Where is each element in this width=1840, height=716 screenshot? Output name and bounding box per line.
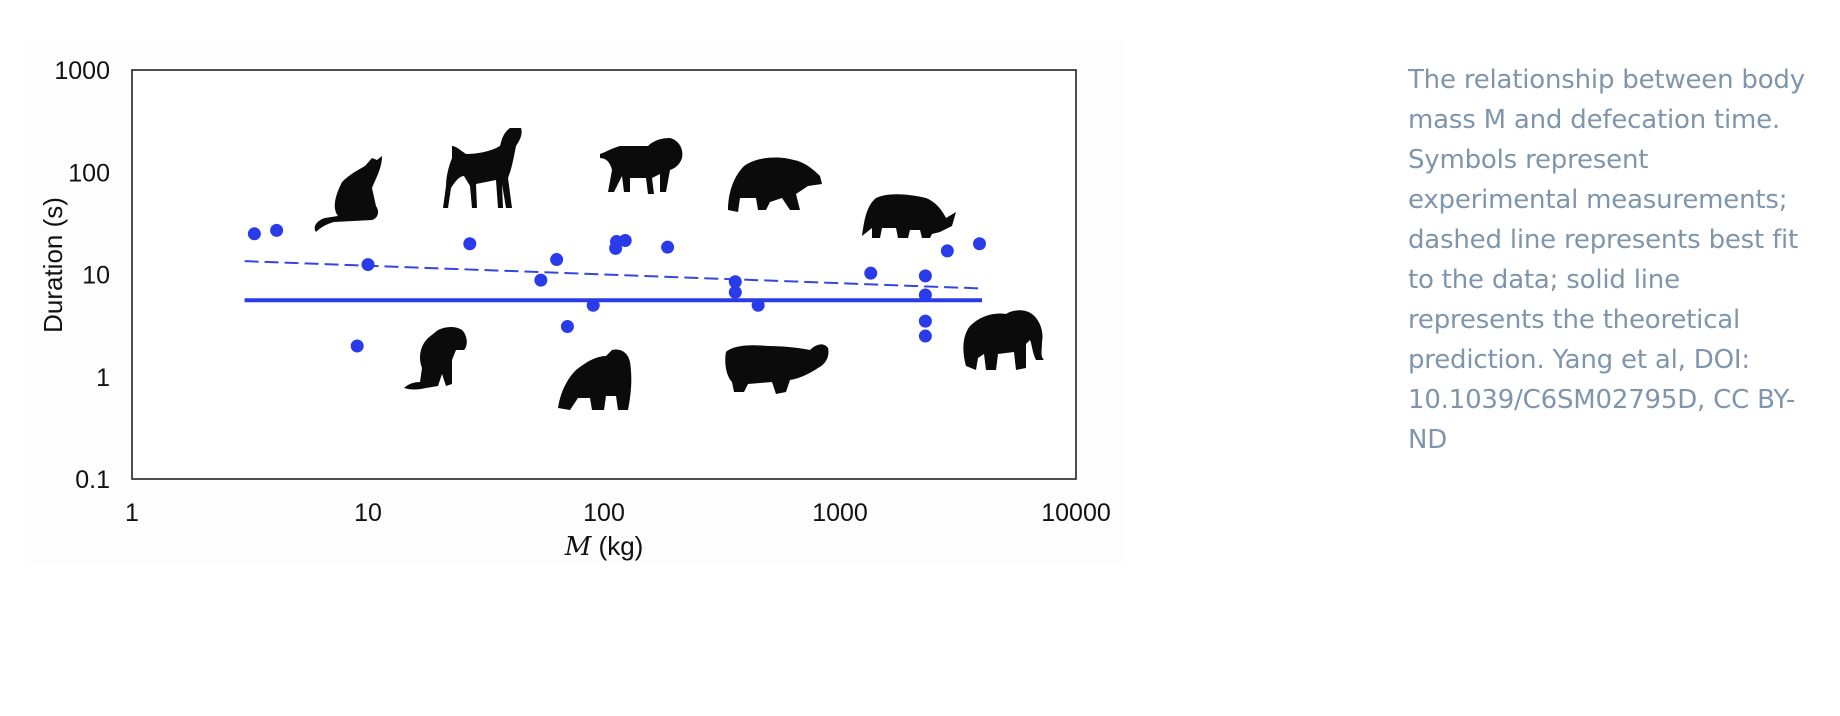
x-axis-label: M (kg) (564, 531, 644, 562)
y-tick-label: 1000 (54, 57, 110, 85)
data-point (918, 329, 932, 343)
data-point (751, 298, 765, 312)
data-point (463, 237, 477, 251)
dog-silhouette-icon (404, 327, 467, 390)
data-points (247, 223, 986, 353)
x-axis-label-symbol: M (564, 532, 593, 562)
x-tick-label: 1 (125, 499, 139, 527)
data-point (247, 227, 261, 241)
gorilla-silhouette-icon (558, 349, 632, 410)
data-point (864, 266, 878, 280)
figure-caption: The relationship between body mass M and… (1408, 65, 1805, 455)
data-point (361, 258, 375, 272)
data-point (586, 298, 600, 312)
rhino-silhouette-icon (862, 194, 956, 238)
data-point (972, 237, 986, 251)
plot-frame (131, 69, 1077, 480)
data-point (534, 273, 548, 287)
y-tick-label: 1 (96, 364, 110, 392)
elephant-silhouette-icon (963, 310, 1044, 370)
data-point (550, 253, 564, 267)
y-tick-label: 0.1 (75, 466, 110, 494)
x-axis-label-unit: (kg) (591, 531, 643, 561)
y-tick-label: 100 (68, 159, 110, 187)
data-point (350, 339, 364, 353)
data-point (618, 234, 632, 248)
data-point (728, 275, 742, 289)
data-point (918, 269, 932, 283)
data-point (661, 240, 675, 254)
data-point (270, 223, 284, 237)
greyhound-silhouette-icon (443, 128, 522, 208)
defecation-time-chart: 1000 100 10 1 0.1 1 10 100 1000 10000 (38, 57, 1111, 562)
data-point (940, 244, 954, 258)
lion-silhouette-icon (600, 138, 683, 194)
y-axis-label: Duration (s) (38, 197, 68, 333)
data-point (918, 288, 932, 302)
cat-silhouette-icon (314, 156, 382, 232)
x-tick-label: 100 (583, 499, 625, 527)
y-tick-label: 10 (82, 262, 110, 290)
animal-silhouettes (314, 128, 1044, 410)
data-point (560, 320, 574, 334)
x-tick-label: 10 (354, 499, 382, 527)
data-point (728, 285, 742, 299)
x-axis-ticks: 1 10 100 1000 10000 (125, 499, 1111, 527)
x-tick-label: 1000 (812, 499, 868, 527)
x-tick-label: 10000 (1041, 499, 1111, 527)
y-axis-ticks: 1000 100 10 1 0.1 (54, 57, 110, 494)
bear-silhouette-icon (728, 157, 822, 212)
hippo-silhouette-icon (725, 344, 829, 394)
data-point (918, 314, 932, 328)
